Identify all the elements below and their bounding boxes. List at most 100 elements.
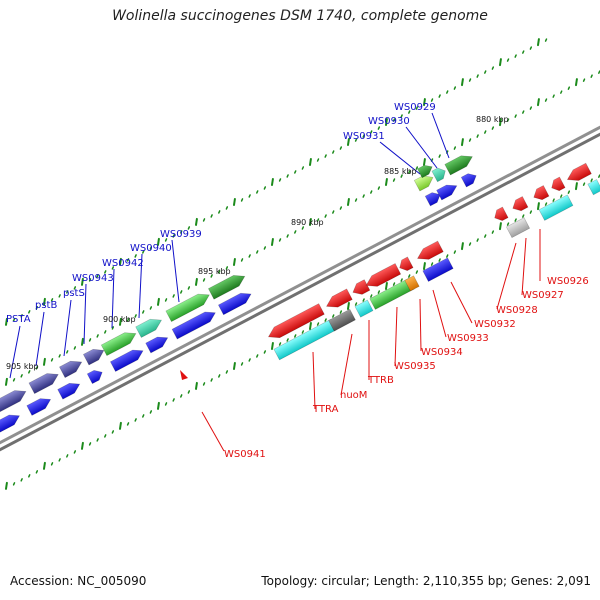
gene-label-psts[interactable]: pstS — [63, 288, 85, 299]
gene-label-ttrb[interactable]: TTRB — [367, 375, 394, 386]
minor-tick — [28, 370, 31, 374]
minor-tick — [362, 194, 365, 198]
gene-label-ttra[interactable]: TTRA — [312, 404, 339, 415]
gene-label-ws0942[interactable]: WS0942 — [102, 258, 144, 269]
colored-cds-fwd-shape — [0, 390, 27, 414]
red-cds-rev — [352, 279, 371, 295]
minor-tick — [506, 222, 510, 226]
gene-label-ws0934[interactable]: WS0934 — [421, 347, 463, 358]
gene-label-ws0927[interactable]: WS0927 — [522, 290, 564, 301]
minor-tick — [126, 258, 130, 262]
minor-tick — [514, 114, 517, 118]
minor-tick — [316, 218, 320, 222]
gene-label-ws0941[interactable]: WS0941 — [224, 449, 266, 460]
major-tick — [195, 381, 198, 390]
gene-label-ws0929[interactable]: WS0929 — [394, 102, 436, 113]
minor-tick — [370, 190, 373, 194]
minor-tick — [50, 462, 54, 466]
minor-tick — [134, 418, 137, 422]
minor-tick — [392, 282, 396, 286]
minor-tick — [126, 422, 130, 426]
blue-cds-fwd — [217, 292, 252, 316]
colored-cds-fwd-shape — [207, 275, 246, 300]
minor-tick — [240, 258, 244, 262]
leader-line — [9, 325, 21, 379]
minor-tick — [180, 394, 183, 398]
major-tick — [499, 118, 502, 127]
minor-tick — [12, 318, 16, 322]
leader-line — [63, 299, 72, 357]
minor-tick — [278, 238, 282, 242]
minor-tick — [256, 190, 259, 194]
minor-tick — [20, 478, 23, 482]
colored-cds-rev-shape — [369, 277, 415, 310]
minor-tick — [180, 230, 183, 234]
blue-cds-fwd — [0, 414, 21, 434]
gene-label-pstb[interactable]: pstB — [35, 300, 57, 311]
red-cds-rev-shape — [494, 206, 509, 222]
gene-label-ws0939[interactable]: WS0939 — [160, 229, 202, 240]
gene-label-ws0930[interactable]: WS0930 — [368, 116, 410, 127]
minor-tick — [73, 346, 77, 350]
red-cds-rev-shape — [533, 185, 550, 201]
minor-tick — [28, 310, 31, 314]
genome-backbone — [0, 125, 600, 452]
gene-label-ws0932[interactable]: WS0932 — [474, 319, 516, 330]
gene-label-ws0940[interactable]: WS0940 — [130, 243, 172, 254]
minor-tick — [142, 310, 145, 314]
minor-tick — [96, 438, 99, 442]
major-tick — [119, 421, 122, 430]
blue-cds-fwd — [460, 173, 477, 188]
minor-tick — [301, 166, 305, 170]
minor-tick — [567, 86, 571, 90]
colored-cds-rev-shape — [328, 308, 356, 332]
minor-tick — [544, 98, 548, 102]
major-tick — [347, 198, 350, 207]
leader-line — [83, 283, 87, 345]
minor-tick — [111, 266, 115, 270]
gene-label-ws0931[interactable]: WS0931 — [343, 131, 385, 142]
colored-cds-fwd-shape — [165, 293, 210, 323]
minor-tick — [339, 310, 343, 314]
blue-cds-fwd-shape — [0, 414, 21, 434]
blue-cds-fwd — [424, 192, 441, 207]
label-leader-lines — [9, 112, 541, 452]
colored-cds-rev — [404, 275, 420, 292]
major-tick — [461, 138, 464, 147]
leader-line — [405, 126, 438, 169]
gene-label-ws0933[interactable]: WS0933 — [447, 333, 489, 344]
gene-label-ws0943[interactable]: WS0943 — [72, 273, 114, 284]
minor-tick — [362, 134, 365, 138]
minor-tick — [240, 198, 244, 202]
major-tick — [81, 337, 84, 346]
minor-tick — [415, 270, 419, 274]
gene-label-nuom[interactable]: nuoM — [340, 390, 367, 401]
gene-label-ws0926[interactable]: WS0926 — [547, 276, 589, 287]
minor-tick — [149, 306, 153, 310]
minor-tick — [35, 366, 39, 370]
minor-tick — [104, 330, 107, 334]
leader-line — [171, 239, 180, 303]
major-tick — [81, 441, 84, 450]
gene-label-ws0928[interactable]: WS0928 — [496, 305, 538, 316]
minor-tick — [187, 226, 191, 230]
minor-tick — [430, 98, 434, 102]
gene-label-ws0935[interactable]: WS0935 — [394, 361, 436, 372]
gene-label-psta[interactable]: PSTA — [6, 314, 31, 325]
minor-tick — [210, 378, 213, 382]
minor-tick — [96, 274, 99, 278]
colored-cds-fwd — [431, 167, 446, 183]
minor-tick — [278, 342, 282, 346]
major-tick — [537, 38, 540, 47]
minor-tick — [248, 358, 251, 362]
major-tick — [537, 202, 540, 211]
minor-tick — [180, 290, 183, 294]
red-cds-rev-shape — [267, 303, 325, 338]
minor-tick — [590, 74, 593, 78]
minor-tick — [50, 298, 54, 302]
minor-tick — [522, 50, 525, 54]
minor-tick — [377, 126, 381, 130]
colored-cds-rev — [587, 179, 600, 196]
